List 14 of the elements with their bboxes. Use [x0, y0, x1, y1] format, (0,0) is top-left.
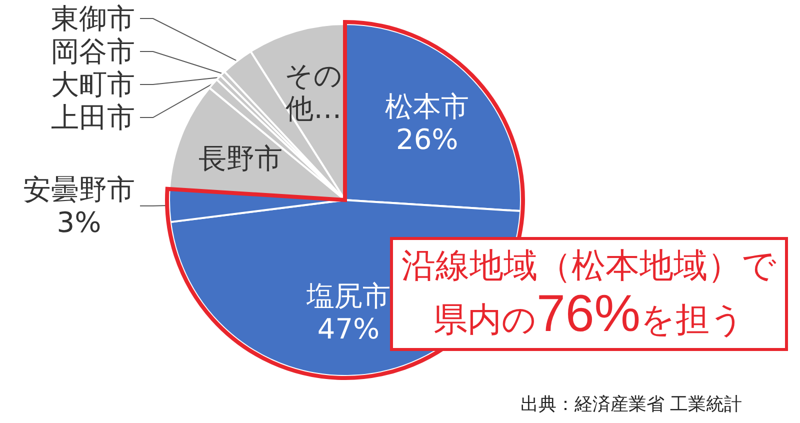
data-label: 26%	[396, 122, 458, 156]
slice-label: 上田市	[51, 101, 135, 134]
text: 沿線地域（松本地域）で県内の76%を担う	[402, 246, 776, 343]
slice-label: 松本市	[385, 90, 470, 123]
slice-label: 東御市	[51, 2, 135, 35]
source-note: 出典：経済産業省 工業統計	[520, 393, 742, 416]
slice-label: 安曇野市	[23, 172, 135, 206]
data-label: 47%	[317, 312, 380, 346]
slice-label: 岡谷市	[51, 35, 135, 68]
data-label: 3%	[56, 206, 102, 239]
slice-label: その他…	[284, 58, 343, 125]
slice-label: 塩尻市	[306, 280, 391, 313]
slice-label: 大町市	[51, 68, 135, 101]
slice-label: 長野市	[198, 142, 282, 176]
